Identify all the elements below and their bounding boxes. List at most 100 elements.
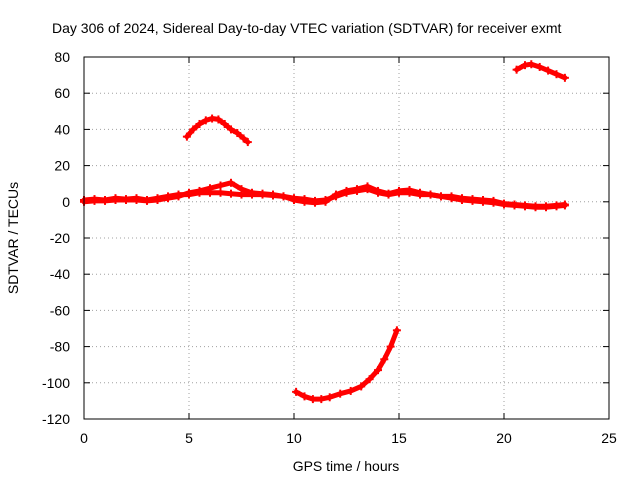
data-point [332, 190, 340, 199]
data-point [227, 178, 235, 187]
data-point [122, 195, 130, 204]
data-point [374, 366, 382, 375]
x-tick-label: 10 [286, 430, 302, 446]
data-point [437, 192, 445, 201]
data-point [346, 386, 355, 395]
data-point [153, 195, 162, 204]
data-point [542, 203, 550, 212]
series-line-arc-lower [293, 327, 400, 402]
data-point [216, 181, 225, 190]
y-tick-label: 60 [54, 85, 70, 101]
y-tick-label: 0 [62, 194, 70, 210]
data-point [239, 134, 248, 143]
data-point [164, 194, 172, 203]
data-point [384, 189, 393, 198]
data-point [101, 196, 109, 205]
data-point [527, 60, 536, 69]
data-point [363, 182, 372, 191]
axis-ticks: 0 5 10 15 20 25 -120 -100 -80 -60 -40 -20 0 20 40 60 80 [42, 49, 617, 446]
data-point [395, 186, 403, 195]
data-point [132, 195, 141, 204]
data-point [269, 190, 277, 199]
x-tick-label: 25 [601, 430, 617, 446]
data-point [243, 138, 252, 147]
data-point [552, 202, 561, 211]
data-point [512, 65, 521, 74]
y-tick-label: -80 [50, 339, 70, 355]
data-point [405, 186, 414, 195]
y-tick-label: -100 [42, 375, 70, 391]
data-point [233, 129, 242, 138]
data-point [201, 116, 210, 125]
data-point [90, 196, 99, 205]
data-point [189, 125, 198, 134]
data-point [374, 186, 382, 195]
data-point [357, 382, 366, 391]
data-point [552, 70, 561, 79]
data-point [237, 185, 246, 194]
y-tick-label: -120 [42, 411, 70, 427]
data-point [336, 389, 345, 398]
data-point [416, 188, 424, 197]
y-axis-label: SDTVAR / TECUs [5, 182, 21, 294]
data-point [290, 195, 298, 204]
data-point [279, 192, 288, 201]
data-point [535, 62, 544, 71]
data-point [258, 189, 267, 198]
chart-title: Day 306 of 2024, Sidereal Day-to-day VTE… [52, 20, 561, 36]
data-point [195, 119, 204, 128]
data-point [174, 192, 183, 201]
y-tick-label: 40 [54, 121, 70, 137]
data-point [521, 202, 529, 211]
data-point [214, 115, 223, 124]
data-point [195, 186, 204, 195]
data-point [182, 132, 191, 141]
x-axis-label: GPS time / hours [293, 458, 400, 474]
data-point [447, 194, 456, 203]
data-point [353, 185, 361, 194]
data-point [510, 201, 519, 210]
data-point [531, 203, 540, 212]
x-tick-label: 0 [80, 430, 88, 446]
y-tick-label: -60 [50, 302, 70, 318]
data-point [560, 201, 569, 210]
data-point [300, 197, 309, 206]
data-point [426, 190, 435, 199]
data-point [111, 195, 120, 204]
data-point [544, 66, 553, 75]
data-point [458, 195, 466, 204]
data-point [300, 392, 309, 401]
y-tick-label: 20 [54, 158, 70, 174]
data-point [311, 198, 319, 207]
data-point [216, 188, 225, 197]
x-tick-label: 15 [391, 430, 407, 446]
data-point [206, 184, 214, 193]
y-tick-label: 80 [54, 49, 70, 65]
data-point [227, 189, 235, 198]
data-point [479, 197, 487, 206]
data-point [227, 125, 235, 134]
x-tick-label: 5 [185, 430, 193, 446]
plot-frame [83, 56, 610, 420]
grid-lines [84, 57, 609, 419]
data-point [220, 119, 229, 128]
data-point [248, 188, 256, 197]
data-point [380, 355, 389, 364]
data-point [342, 186, 351, 195]
y-tick-label: -40 [50, 266, 70, 282]
data-point [468, 196, 477, 205]
data-point [292, 387, 301, 396]
data-point [365, 375, 374, 384]
series-layer [80, 60, 569, 404]
data-point [321, 197, 330, 206]
data-point [325, 393, 334, 402]
y-tick-label: -20 [50, 230, 70, 246]
data-point [386, 342, 395, 351]
data-point [143, 196, 151, 205]
data-point [308, 395, 317, 404]
data-point [317, 395, 326, 404]
data-point [392, 326, 401, 335]
x-tick-label: 20 [496, 430, 512, 446]
data-point [560, 73, 569, 82]
